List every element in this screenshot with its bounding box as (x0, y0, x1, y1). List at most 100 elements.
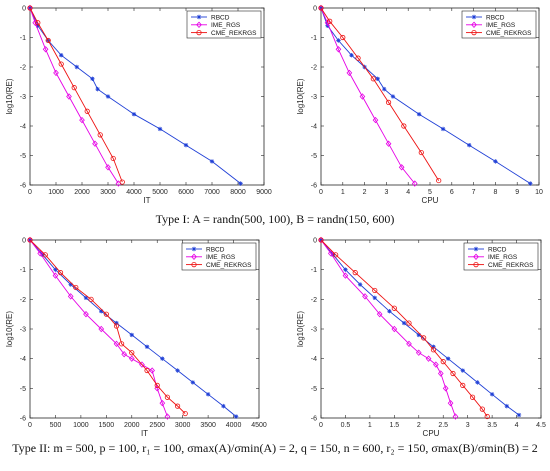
y-tick-label: -2 (311, 297, 317, 304)
data-point (425, 355, 432, 362)
data-point (129, 350, 135, 356)
data-point (221, 403, 226, 409)
data-point (416, 112, 422, 117)
x-tick-label: 2500 (149, 422, 165, 429)
series-ime-rgs (27, 4, 122, 187)
y-tick-label: -4 (311, 124, 317, 131)
data-point (52, 272, 59, 279)
y-tick-label: -1 (311, 35, 317, 42)
data-point (385, 140, 392, 147)
data-point (183, 142, 189, 148)
caption-type-2: Type II: m = 500, p = 100, r₁ = 100, σma… (12, 441, 538, 455)
x-tick-label: 3000 (175, 422, 191, 429)
data-point (32, 19, 39, 26)
data-point (79, 116, 85, 124)
data-point (333, 252, 339, 258)
x-tick-label: 6 (450, 189, 454, 196)
legend-label: RBCD (488, 246, 507, 253)
chart-panel-4: 0 0.5 1 1.5 2 2.5 3 3.5 4 4.5 0 -1 -2 -3 -4 -5 -6 CPU log1… (296, 236, 546, 438)
data-point (175, 368, 180, 373)
x-tick-label: 4000 (226, 422, 242, 429)
legend-marker (191, 253, 197, 261)
y-axis-label: log10(RE) (5, 78, 14, 114)
data-point (42, 46, 49, 53)
series-cme-rekrgs (27, 237, 188, 417)
x-tick-label: 5 (428, 189, 432, 196)
data-point (324, 19, 331, 26)
y-tick-label: -1 (311, 267, 317, 274)
data-point (349, 53, 354, 58)
data-point (121, 351, 127, 358)
y-tick-label: -3 (20, 94, 26, 101)
series-line (29, 7, 119, 184)
data-point (445, 356, 451, 361)
x-tick-label: 3.5 (487, 422, 497, 429)
data-point (113, 323, 120, 329)
x-axis-label: IT (141, 429, 148, 438)
data-point (154, 382, 160, 388)
x-tick-label: 1.5 (389, 422, 399, 429)
data-point (182, 410, 188, 417)
x-tick-label: 4.5 (536, 422, 546, 429)
x-tick-label: 3000 (100, 189, 116, 196)
data-point (83, 310, 89, 318)
data-point (352, 270, 358, 276)
x-tick-label: 4 (406, 189, 410, 196)
data-point (375, 76, 380, 81)
legend-label: RBCD (211, 14, 230, 21)
data-point (131, 112, 137, 117)
data-point (164, 394, 170, 400)
data-point (493, 159, 498, 164)
legend-marker (473, 246, 479, 252)
y-tick-label: -5 (311, 386, 317, 393)
data-point (421, 335, 427, 341)
x-axis-label: IT (143, 196, 150, 205)
x-tick-label: 4000 (126, 189, 142, 196)
x-tick-label: 1 (368, 422, 372, 429)
x-tick-label: 5000 (152, 189, 168, 196)
data-point (83, 295, 89, 301)
data-point (74, 64, 79, 70)
data-point (110, 155, 116, 162)
data-point (42, 252, 48, 258)
data-point (447, 399, 454, 407)
legend-label: RBCD (206, 246, 225, 253)
y-tick-label: -6 (311, 416, 317, 423)
data-point (59, 53, 64, 58)
data-point (385, 99, 392, 106)
y-tick-label: -1 (20, 267, 26, 274)
data-point (391, 305, 397, 311)
data-point (113, 340, 120, 348)
data-point (433, 361, 439, 368)
x-tick-label: 0 (28, 422, 32, 429)
data-point (37, 250, 44, 257)
legend-marker (196, 21, 202, 29)
data-point (343, 267, 348, 272)
data-point (159, 399, 166, 407)
data-point (149, 367, 155, 374)
x-tick-label: 8000 (230, 189, 246, 196)
y-tick-label: -3 (311, 327, 317, 334)
data-point (233, 414, 239, 419)
y-tick-label: -2 (20, 65, 26, 72)
data-point (27, 5, 33, 11)
data-point (406, 340, 412, 348)
data-point (440, 359, 446, 365)
x-tick-label: 500 (50, 422, 62, 429)
x-tick-label: 2000 (74, 189, 90, 196)
data-point (88, 296, 94, 302)
y-tick-label: -3 (20, 327, 26, 334)
legend-label: CME_REKRGS (206, 262, 252, 269)
data-point (98, 325, 105, 333)
x-tick-label: 3 (466, 422, 470, 429)
x-tick-label: 3 (384, 189, 388, 196)
data-point (209, 159, 215, 164)
chart-panel-3: 0 500 1000 1500 2000 2500 3000 3500 4000 4500 0 -1 -… (5, 236, 267, 438)
data-point (382, 86, 387, 92)
legend-marker (471, 29, 477, 36)
data-point (90, 76, 95, 81)
data-point (398, 164, 405, 171)
data-point (370, 76, 376, 82)
